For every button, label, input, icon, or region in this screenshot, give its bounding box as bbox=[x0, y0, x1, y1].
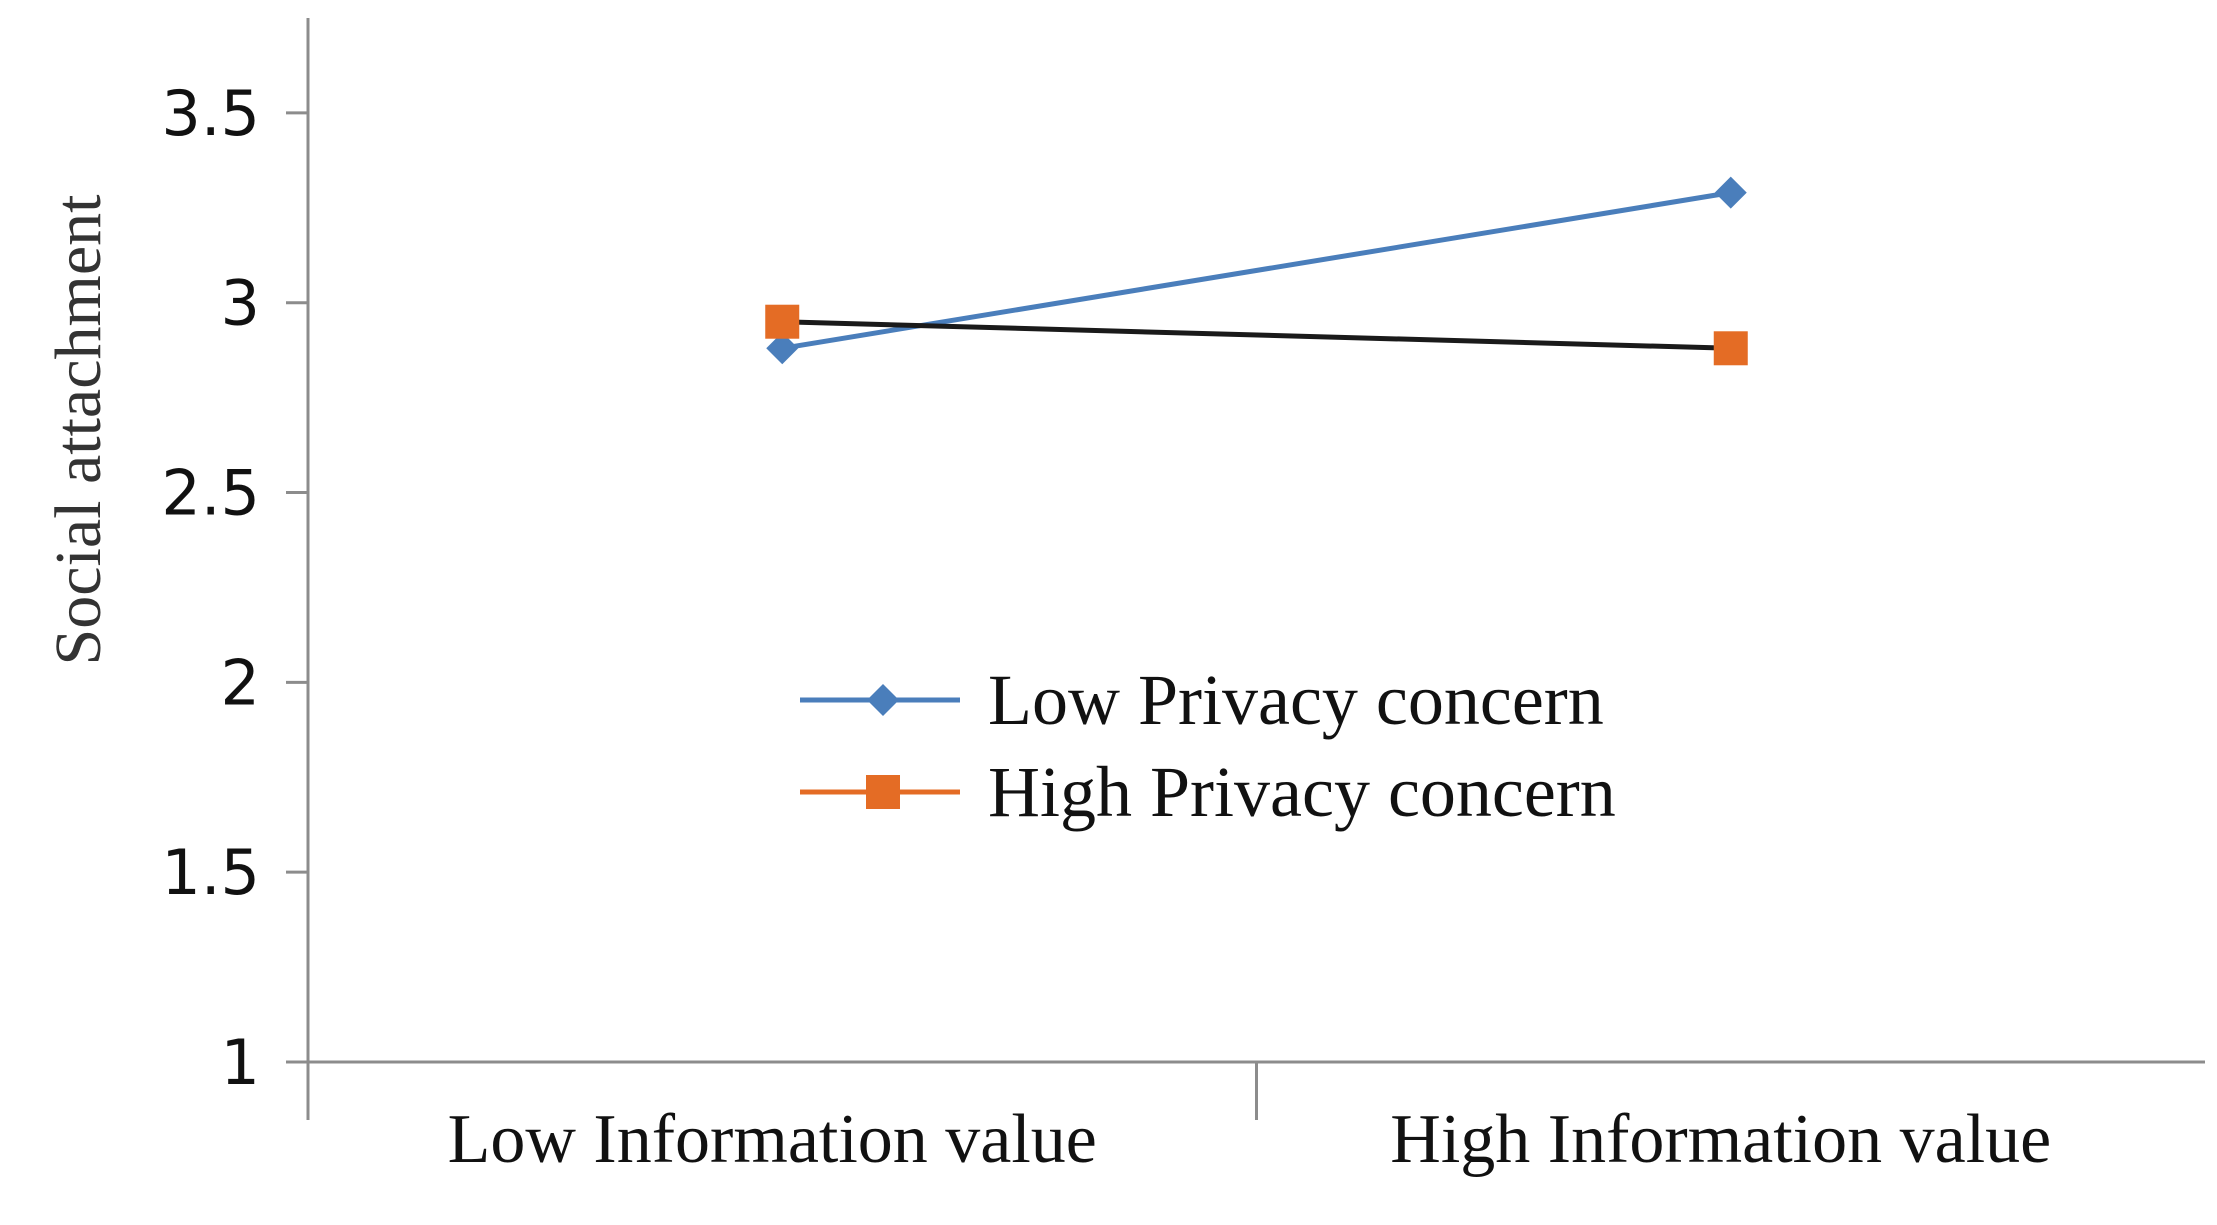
legend-item: High Privacy concern bbox=[800, 752, 1616, 832]
y-axis-ticks: 1 1.5 2 2.5 3 3.5 bbox=[161, 77, 308, 1099]
series-1 bbox=[766, 176, 1747, 365]
legend-marker bbox=[866, 775, 900, 809]
series-2 bbox=[765, 304, 1748, 366]
x-axis-ticks: Low Information value High Information va… bbox=[448, 1101, 2052, 1178]
y-tick-label: 1.5 bbox=[161, 836, 260, 909]
y-axis-title: Social attachment bbox=[42, 195, 115, 666]
y-tick-label: 2.5 bbox=[161, 457, 260, 530]
series-line bbox=[781, 190, 1732, 351]
data-point bbox=[765, 304, 800, 339]
y-tick-label: 2 bbox=[221, 646, 260, 719]
data-point bbox=[766, 332, 799, 365]
y-tick-label: 1 bbox=[221, 1026, 260, 1099]
legend-label: High Privacy concern bbox=[988, 752, 1616, 832]
data-point bbox=[1714, 176, 1747, 209]
y-tick-label: 3.5 bbox=[161, 77, 260, 150]
data-point bbox=[1713, 331, 1748, 366]
legend-item: Low Privacy concern bbox=[800, 660, 1604, 740]
y-tick-label: 3 bbox=[221, 267, 260, 340]
legend-marker bbox=[867, 684, 899, 716]
legend-label: Low Privacy concern bbox=[988, 660, 1604, 740]
x-tick-label: Low Information value bbox=[448, 1101, 1097, 1178]
series-line bbox=[782, 319, 1731, 351]
legend: Low Privacy concern High Privacy concern bbox=[800, 660, 1616, 832]
series-layer bbox=[765, 176, 1748, 366]
x-tick-label: High Information value bbox=[1390, 1101, 2051, 1178]
axes bbox=[306, 18, 2205, 1120]
